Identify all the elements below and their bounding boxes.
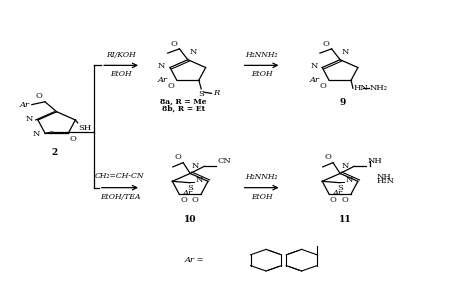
Text: N: N	[346, 176, 353, 184]
Text: 10: 10	[184, 215, 196, 224]
Text: CH₂=CH-CN: CH₂=CH-CN	[95, 172, 145, 180]
Text: O: O	[342, 196, 349, 204]
Text: Ar: Ar	[19, 101, 29, 109]
Text: SH: SH	[79, 124, 92, 132]
Text: 11: 11	[338, 215, 351, 224]
Text: S: S	[337, 184, 343, 192]
Text: N: N	[33, 130, 40, 138]
Text: H₂NNH₂: H₂NNH₂	[246, 173, 278, 182]
Text: O: O	[168, 82, 174, 90]
Text: EtOH: EtOH	[110, 70, 132, 79]
Text: N: N	[26, 115, 33, 124]
Text: N: N	[191, 162, 199, 170]
Text: N: N	[196, 176, 203, 184]
Text: RI/KOH: RI/KOH	[106, 51, 136, 59]
Text: O: O	[324, 153, 331, 162]
Text: O: O	[323, 40, 330, 48]
Text: EtOH: EtOH	[251, 70, 273, 79]
Text: Ar: Ar	[310, 76, 319, 84]
Text: Ar =: Ar =	[184, 256, 204, 264]
Text: NH₂: NH₂	[370, 84, 388, 92]
Text: CN: CN	[218, 157, 231, 166]
Text: Ar: Ar	[333, 189, 343, 197]
Text: O: O	[330, 196, 337, 204]
Text: HN: HN	[354, 84, 369, 92]
Text: O: O	[36, 92, 43, 100]
Text: 8b, R = Et: 8b, R = Et	[162, 105, 205, 113]
Text: S: S	[187, 184, 193, 192]
Text: O: O	[69, 135, 76, 143]
Text: NH: NH	[367, 157, 382, 165]
Text: O: O	[180, 196, 187, 204]
Text: R: R	[213, 89, 219, 97]
Text: O: O	[192, 196, 199, 204]
Text: N: N	[189, 48, 197, 56]
Text: O: O	[174, 153, 181, 162]
Text: O: O	[320, 82, 327, 90]
Text: N: N	[341, 162, 349, 170]
Text: N: N	[341, 48, 349, 56]
Text: EtOH: EtOH	[251, 193, 273, 201]
Text: O: O	[171, 40, 177, 48]
Text: EtOH/TEA: EtOH/TEA	[100, 193, 140, 201]
Text: N: N	[310, 62, 318, 70]
Text: Ar: Ar	[157, 76, 167, 84]
Text: 8a, R = Me: 8a, R = Me	[160, 98, 207, 106]
Text: 9: 9	[339, 98, 346, 107]
Text: N: N	[158, 62, 165, 70]
Text: 2: 2	[51, 148, 57, 157]
Text: Ar: Ar	[183, 189, 193, 197]
Text: H₂N: H₂N	[376, 177, 394, 185]
Text: NH: NH	[376, 173, 391, 181]
Text: H₂NNH₂: H₂NNH₂	[246, 51, 278, 59]
Text: S: S	[198, 90, 204, 98]
